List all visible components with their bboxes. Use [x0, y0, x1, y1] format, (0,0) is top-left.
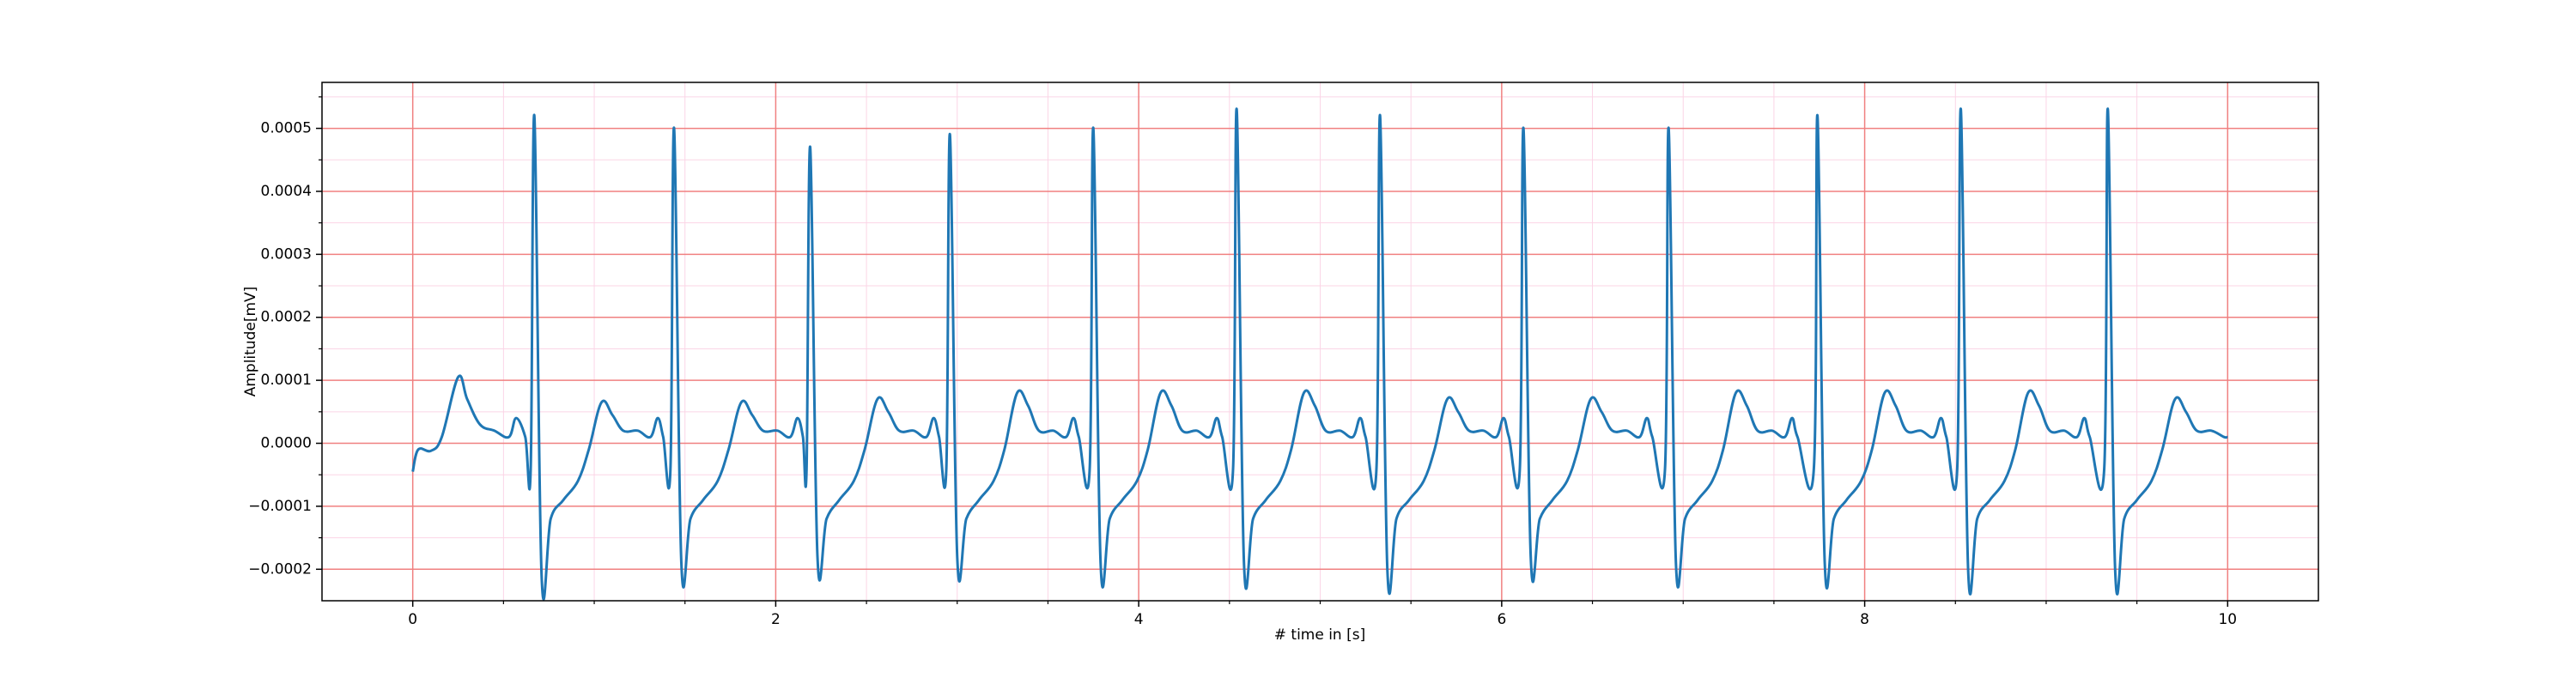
- plot-area: [411, 107, 2228, 601]
- x-tick-label: 8: [1860, 611, 1869, 628]
- y-tick-label: 0.0000: [261, 435, 312, 452]
- x-tick-label: 10: [2218, 611, 2237, 628]
- grid: [322, 82, 2318, 601]
- y-tick-label: −0.0002: [248, 560, 312, 578]
- x-tick-label: 6: [1497, 611, 1506, 628]
- ecg-line: [411, 107, 2228, 601]
- x-tick-label: 0: [408, 611, 417, 628]
- y-tick-label: 0.0004: [261, 183, 312, 200]
- x-tick-label: 2: [771, 611, 781, 628]
- y-tick-label: 0.0003: [261, 245, 312, 263]
- y-axis-label: Amplitude[mV]: [242, 287, 259, 397]
- x-tick-label: 4: [1134, 611, 1144, 628]
- y-tick-label: 0.0002: [261, 309, 312, 326]
- x-axis-label: # time in [s]: [1274, 626, 1365, 644]
- y-tick-label: −0.0001: [248, 498, 312, 515]
- y-tick-label: 0.0005: [261, 120, 312, 137]
- y-tick-label: 0.0001: [261, 372, 312, 389]
